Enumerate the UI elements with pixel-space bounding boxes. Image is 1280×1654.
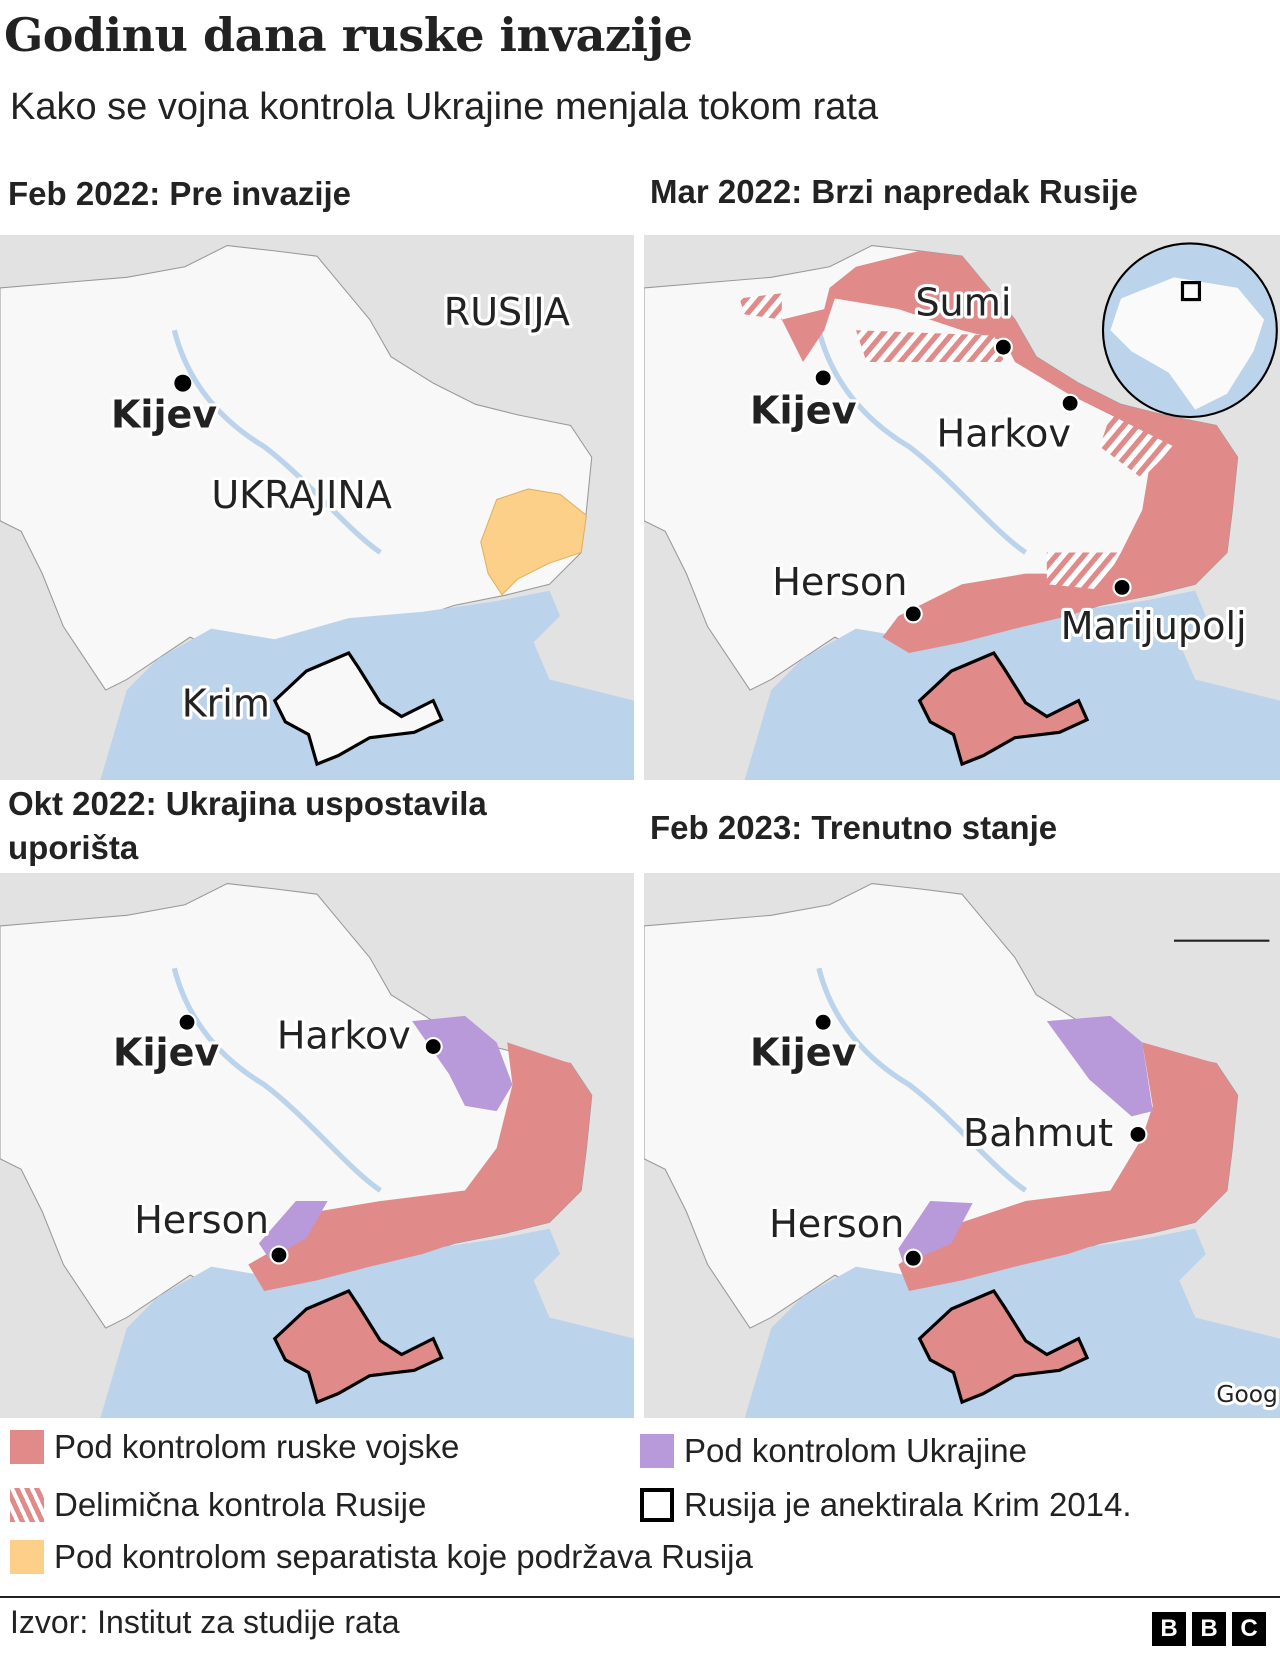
page-subtitle: Kako se vojna kontrola Ukrajine menjala … — [10, 86, 879, 128]
kherson-marker — [269, 1245, 289, 1265]
russian-controlled — [898, 1042, 1238, 1292]
legend-label: Pod kontrolom ruske vojske — [54, 1428, 460, 1465]
panel-heading: Feb 2022: Pre invazije — [8, 175, 352, 212]
map-feb-2022: Kijev RUSIJA UKRAJINA Krim — [0, 235, 634, 780]
russian-controlled — [781, 250, 1238, 654]
bakhmut-marker — [1128, 1124, 1148, 1144]
outline-swatch-icon — [640, 1488, 674, 1522]
kyiv-marker — [177, 1012, 197, 1032]
ukrainian-regained — [258, 1201, 328, 1260]
kherson-label: Herson — [769, 1202, 904, 1246]
map-oct-2022: Kijev Harkov Herson — [0, 873, 634, 1418]
partial-control — [1099, 414, 1174, 479]
mariupol-label: Marijupolj — [1061, 604, 1247, 648]
legend-label: Rusija je anektirala Krim 2014. — [684, 1486, 1132, 1523]
panel-heading: Feb 2023: Trenutno stanje — [650, 809, 1058, 846]
legend-item-russian-control: Pod kontrolom ruske vojske — [10, 1428, 459, 1466]
kyiv-marker — [813, 368, 833, 388]
kharkiv-label: Harkov — [937, 412, 1071, 456]
panel-heading: Mar 2022: Brzi napredak Rusije — [650, 173, 1138, 210]
swatch-icon — [10, 1540, 44, 1574]
legend-item-separatists: Pod kontrolom separatista koje podržava … — [10, 1538, 753, 1576]
swatch-icon — [640, 1434, 674, 1468]
legend-item-partial-control: Delimična kontrola Rusije — [10, 1486, 426, 1524]
globe-inset — [1101, 242, 1278, 419]
kyiv-label: Kijev — [750, 388, 857, 432]
kyiv-label: Kijev — [113, 1031, 219, 1075]
hatch-swatch-icon — [10, 1488, 44, 1522]
kyiv-marker — [813, 1012, 833, 1032]
sumy-label: Sumi — [915, 280, 1011, 324]
page-title: Godinu dana ruske invazije — [4, 8, 693, 62]
kherson-marker — [903, 1248, 923, 1268]
kherson-label: Herson — [772, 560, 907, 604]
mariupol-marker — [1112, 577, 1132, 597]
kharkiv-label: Harkov — [277, 1014, 411, 1058]
map-feb-2023: Kijev Bahmut Herson Goog — [644, 873, 1280, 1418]
russian-controlled — [248, 1042, 592, 1292]
ukrainian-regained — [1046, 1015, 1153, 1117]
kyiv-label: Kijev — [750, 1031, 857, 1075]
kharkiv-marker — [1060, 393, 1080, 413]
kherson-marker — [903, 604, 923, 624]
kyiv-marker — [174, 374, 192, 392]
kherson-label: Herson — [134, 1198, 269, 1242]
russia-label: RUSIJA — [444, 290, 570, 334]
legend-item-crimea-annexed: Rusija je anektirala Krim 2014. — [640, 1486, 1132, 1524]
panel-heading: Okt 2022: Ukrajina uspostavila uporišta — [8, 785, 487, 866]
legend-label: Pod kontrolom separatista koje podržava … — [54, 1538, 753, 1575]
crimea-label: Krim — [182, 681, 270, 725]
legend-label: Delimična kontrola Rusije — [54, 1486, 427, 1523]
divider — [0, 1596, 1280, 1598]
kyiv-label: Kijev — [111, 393, 217, 437]
sumy-marker — [993, 337, 1013, 357]
partial-control — [856, 330, 1005, 362]
ukrainian-regained — [898, 1201, 973, 1265]
source-note: Izvor: Institut za studije rata — [10, 1604, 400, 1640]
separatist-area — [480, 488, 588, 596]
map-mar-2022: Kijev Sumi Harkov Herson Marijupolj — [644, 235, 1280, 780]
bakhmut-label: Bahmut — [963, 1111, 1113, 1155]
ukraine-label: UKRAJINA — [211, 473, 392, 517]
map-attribution: Goog — [1216, 1381, 1277, 1408]
legend-label: Pod kontrolom Ukrajine — [684, 1432, 1027, 1469]
swatch-icon — [10, 1430, 44, 1464]
partial-control — [1046, 552, 1121, 590]
kharkiv-marker — [423, 1037, 443, 1057]
partial-control — [739, 293, 782, 320]
legend-item-ukraine-control: Pod kontrolom Ukrajine — [640, 1432, 1027, 1470]
